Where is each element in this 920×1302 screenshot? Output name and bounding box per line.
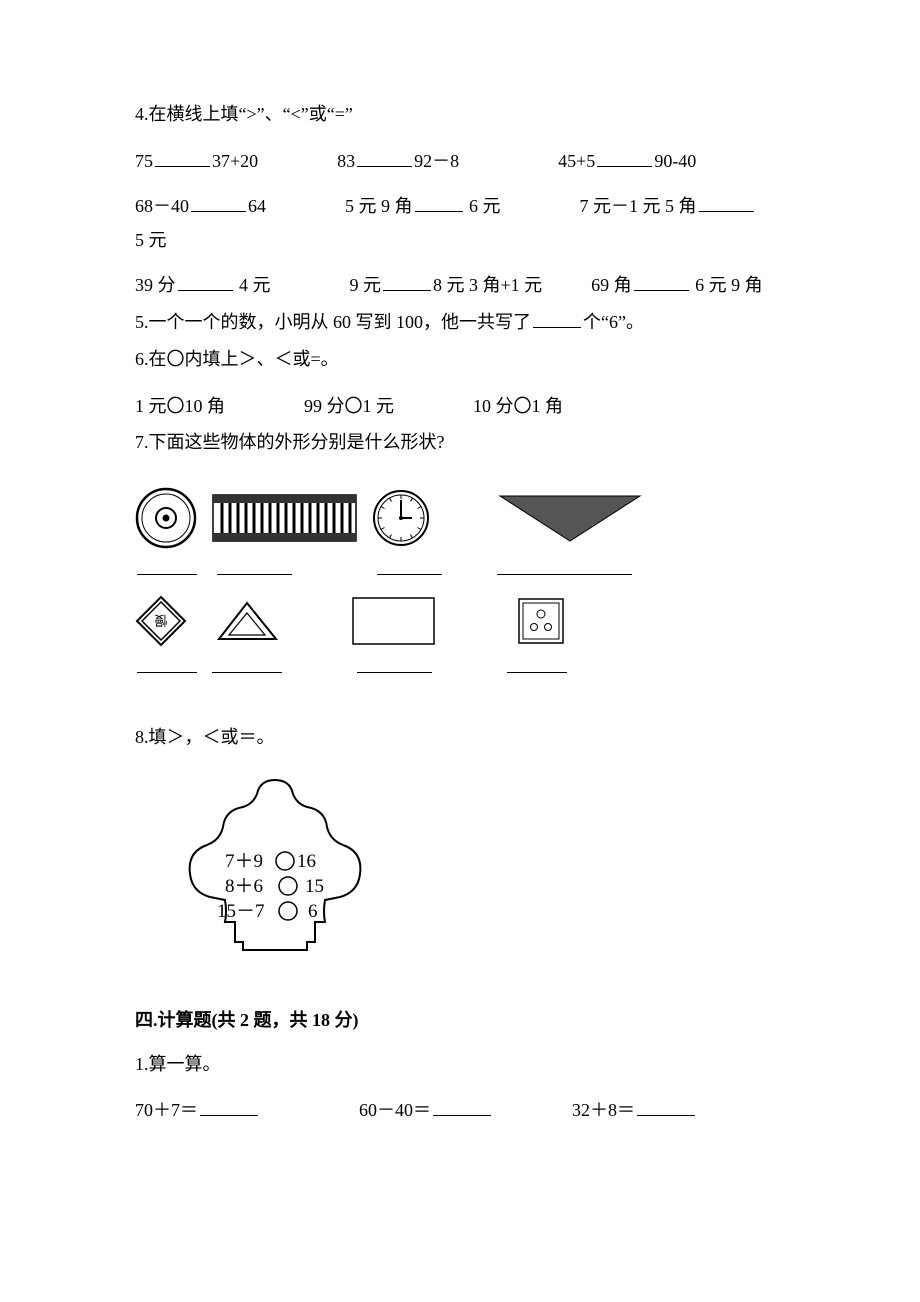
shape-blank[interactable] [497, 557, 632, 575]
q6-items: 1 元〇10 角 99 分〇1 元 10 分〇1 角 [135, 392, 785, 421]
question-4: 4.在横线上填“>”、“<”或“=” 75 37+20 83 92－8 45+5 90… [135, 100, 785, 300]
question-6: 6.在〇内填上＞、＜或=。 1 元〇10 角 99 分〇1 元 10 分〇1 角 [135, 345, 785, 421]
diamond-sign-icon: 慢 [135, 595, 187, 647]
svg-text:6: 6 [308, 901, 318, 922]
triangle-filled-icon [495, 491, 645, 546]
disc-icon [135, 487, 197, 549]
svg-text:16: 16 [297, 851, 316, 872]
blank[interactable] [191, 192, 246, 212]
shape-blank[interactable] [217, 557, 292, 575]
s4-q1-prompt: 1.算一算。 [135, 1050, 785, 1079]
q8-prompt: 8.填＞，＜或＝。 [135, 723, 785, 752]
s4-q1-items: 70＋7＝ 60－40＝ 32＋8＝ [135, 1096, 785, 1125]
blank[interactable] [357, 147, 412, 167]
q4-r2-e: 7 元－1 元 5 角 [580, 196, 697, 216]
q4-r2-d: 6 元 [469, 196, 501, 216]
q4-r1-e: 45+5 [558, 151, 595, 171]
q4-row3: 39 分 4 元 9 元 8 元 3 角+1 元 69 角 6 元 9 角 [135, 271, 785, 300]
q4-row2-cont: 5 元 [135, 226, 785, 255]
blank[interactable] [634, 271, 689, 291]
q4-r3-a: 39 分 [135, 275, 176, 295]
shape-blank[interactable] [377, 557, 442, 575]
blank[interactable] [699, 192, 754, 212]
q7-prompt: 7.下面这些物体的外形分别是什么形状? [135, 428, 785, 457]
s4-q1-c: 32＋8＝ [572, 1100, 635, 1120]
q4-r3-c: 9 元 [350, 275, 382, 295]
s4-q1-a: 70＋7＝ [135, 1100, 198, 1120]
q4-r3-f: 6 元 9 角 [695, 275, 763, 295]
q5-suffix: 个“6”。 [583, 312, 644, 332]
blank[interactable] [597, 147, 652, 167]
rectangle-icon [351, 596, 436, 646]
shape-blank[interactable] [507, 655, 567, 673]
svg-text:慢: 慢 [154, 613, 167, 628]
q4-r1-a: 75 [135, 151, 153, 171]
shapes-container: 慢 [135, 487, 785, 673]
shape-blank[interactable] [212, 655, 282, 673]
q4-r2-b: 64 [248, 196, 266, 216]
shapes-blanks-row-1 [135, 557, 785, 575]
q5-prefix: 5.一个一个的数，小明从 60 写到 100，他一共写了 [135, 312, 531, 332]
blank[interactable] [200, 1096, 258, 1116]
blank[interactable] [178, 271, 233, 291]
shapes-row-1 [135, 487, 785, 549]
triangle-ruler-icon [215, 599, 280, 644]
q4-r3-b: 4 元 [239, 275, 271, 295]
q4-prompt: 4.在横线上填“>”、“<”或“=” [135, 100, 785, 129]
q4-row1: 75 37+20 83 92－8 45+5 90-40 [135, 147, 785, 176]
blank[interactable] [637, 1096, 695, 1116]
shapes-row-2: 慢 [135, 595, 785, 647]
s4-q1-b: 60－40＝ [359, 1100, 431, 1120]
svg-text:8＋6: 8＋6 [225, 876, 263, 897]
svg-text:7＋9: 7＋9 [225, 851, 263, 872]
q4-r3-d: 8 元 3 角+1 元 [433, 275, 542, 295]
blank[interactable] [533, 308, 581, 328]
tree-shape: 7＋9 16 8＋6 15 15－7 6 [165, 772, 785, 966]
clock-icon [372, 489, 430, 547]
q4-r2-c: 5 元 9 角 [345, 196, 413, 216]
q4-r1-c: 83 [337, 151, 355, 171]
shapes-blanks-row-2 [135, 655, 785, 673]
section4-q1: 1.算一算。 70＋7＝ 60－40＝ 32＋8＝ [135, 1050, 785, 1126]
q6-c: 10 分〇1 角 [473, 396, 563, 416]
blank[interactable] [155, 147, 210, 167]
q6-prompt: 6.在〇内填上＞、＜或=。 [135, 345, 785, 374]
q4-r2-a: 68－40 [135, 196, 189, 216]
question-7: 7.下面这些物体的外形分别是什么形状? [135, 428, 785, 673]
q4-r1-d: 92－8 [414, 151, 459, 171]
abacus-icon [212, 490, 357, 546]
svg-text:15－7: 15－7 [217, 901, 265, 922]
q6-a: 1 元〇10 角 [135, 396, 225, 416]
q4-r1-f: 90-40 [654, 151, 696, 171]
shape-blank[interactable] [137, 557, 197, 575]
q4-r3-e: 69 角 [591, 275, 632, 295]
q6-b: 99 分〇1 元 [304, 396, 394, 416]
q4-r1-b: 37+20 [212, 151, 258, 171]
question-8: 8.填＞，＜或＝。 7＋9 16 8＋6 15 15－7 6 [135, 723, 785, 966]
question-5: 5.一个一个的数，小明从 60 写到 100，他一共写了 个“6”。 [135, 308, 785, 337]
blank[interactable] [415, 192, 463, 212]
blank[interactable] [433, 1096, 491, 1116]
square-socket-icon [517, 597, 565, 645]
shape-blank[interactable] [357, 655, 432, 673]
blank[interactable] [383, 271, 431, 291]
q4-row2: 68－40 64 5 元 9 角 6 元 7 元－1 元 5 角 [135, 192, 785, 221]
shape-blank[interactable] [137, 655, 197, 673]
section-4-header: 四.计算题(共 2 题，共 18 分) [135, 1006, 785, 1035]
svg-text:15: 15 [305, 876, 324, 897]
